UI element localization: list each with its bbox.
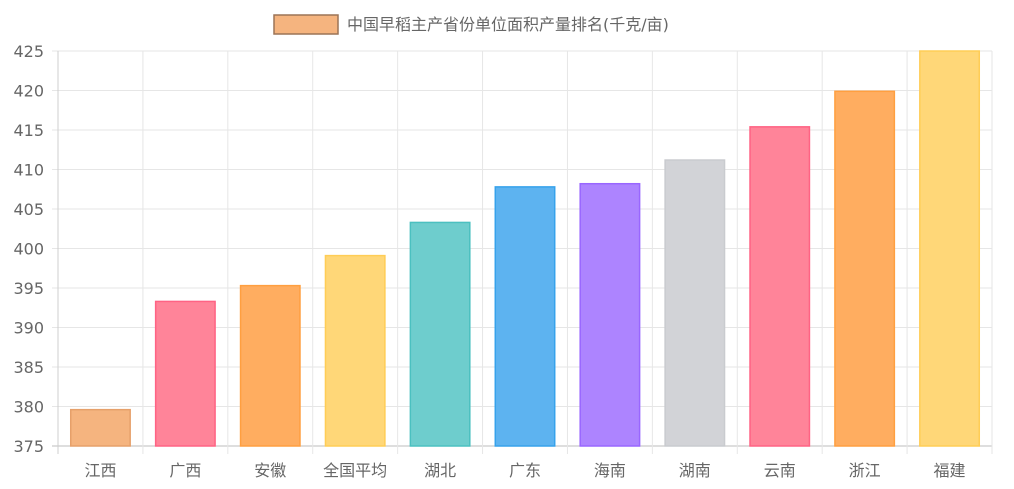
x-tick-label: 湖北 — [424, 461, 456, 480]
y-tick-label: 385 — [13, 358, 44, 377]
y-tick-label: 410 — [13, 161, 44, 180]
y-tick-label: 420 — [13, 82, 44, 101]
bar-10[interactable] — [834, 90, 896, 447]
x-tick-label: 湖南 — [679, 461, 711, 480]
y-tick-label: 375 — [13, 437, 44, 456]
bar-2[interactable] — [154, 300, 216, 447]
y-tick-label: 400 — [13, 240, 44, 259]
x-tick-label: 广东 — [509, 461, 541, 480]
legend-label[interactable]: 中国早稻主产省份单位面积产量排名(千克/亩) — [347, 15, 669, 34]
bar-11[interactable] — [919, 50, 981, 447]
bars — [69, 50, 981, 447]
bar-4[interactable] — [324, 254, 386, 447]
legend-swatch[interactable] — [273, 14, 339, 35]
x-tick-label: 安徽 — [254, 461, 286, 480]
bar-1[interactable] — [69, 408, 131, 447]
y-tick-label: 390 — [13, 319, 44, 338]
bar-7[interactable] — [579, 182, 641, 447]
y-tick-label: 415 — [13, 121, 44, 140]
y-tick-label: 395 — [13, 279, 44, 298]
axes: 375 380 385 390 395 400 405 410 415 420 425 江西 广西 安徽 全… — [13, 42, 965, 480]
bar-9[interactable] — [749, 126, 811, 447]
bar-8[interactable] — [664, 159, 726, 447]
x-tick-label: 云南 — [764, 461, 796, 480]
bar-3[interactable] — [239, 284, 301, 447]
x-tick-label: 福建 — [934, 461, 966, 480]
x-tick-label: 全国平均 — [323, 461, 387, 480]
x-tick-label: 江西 — [84, 461, 116, 480]
y-tick-label: 425 — [13, 42, 44, 61]
x-tick-label: 海南 — [594, 461, 626, 480]
bar-6[interactable] — [494, 186, 556, 447]
y-tick-label: 405 — [13, 200, 44, 219]
y-tick-label: 380 — [13, 398, 44, 417]
x-tick-label: 广西 — [169, 461, 201, 480]
x-tick-label: 浙江 — [849, 461, 881, 480]
bar-5[interactable] — [409, 221, 471, 447]
legend[interactable]: 中国早稻主产省份单位面积产量排名(千克/亩) — [273, 14, 669, 35]
